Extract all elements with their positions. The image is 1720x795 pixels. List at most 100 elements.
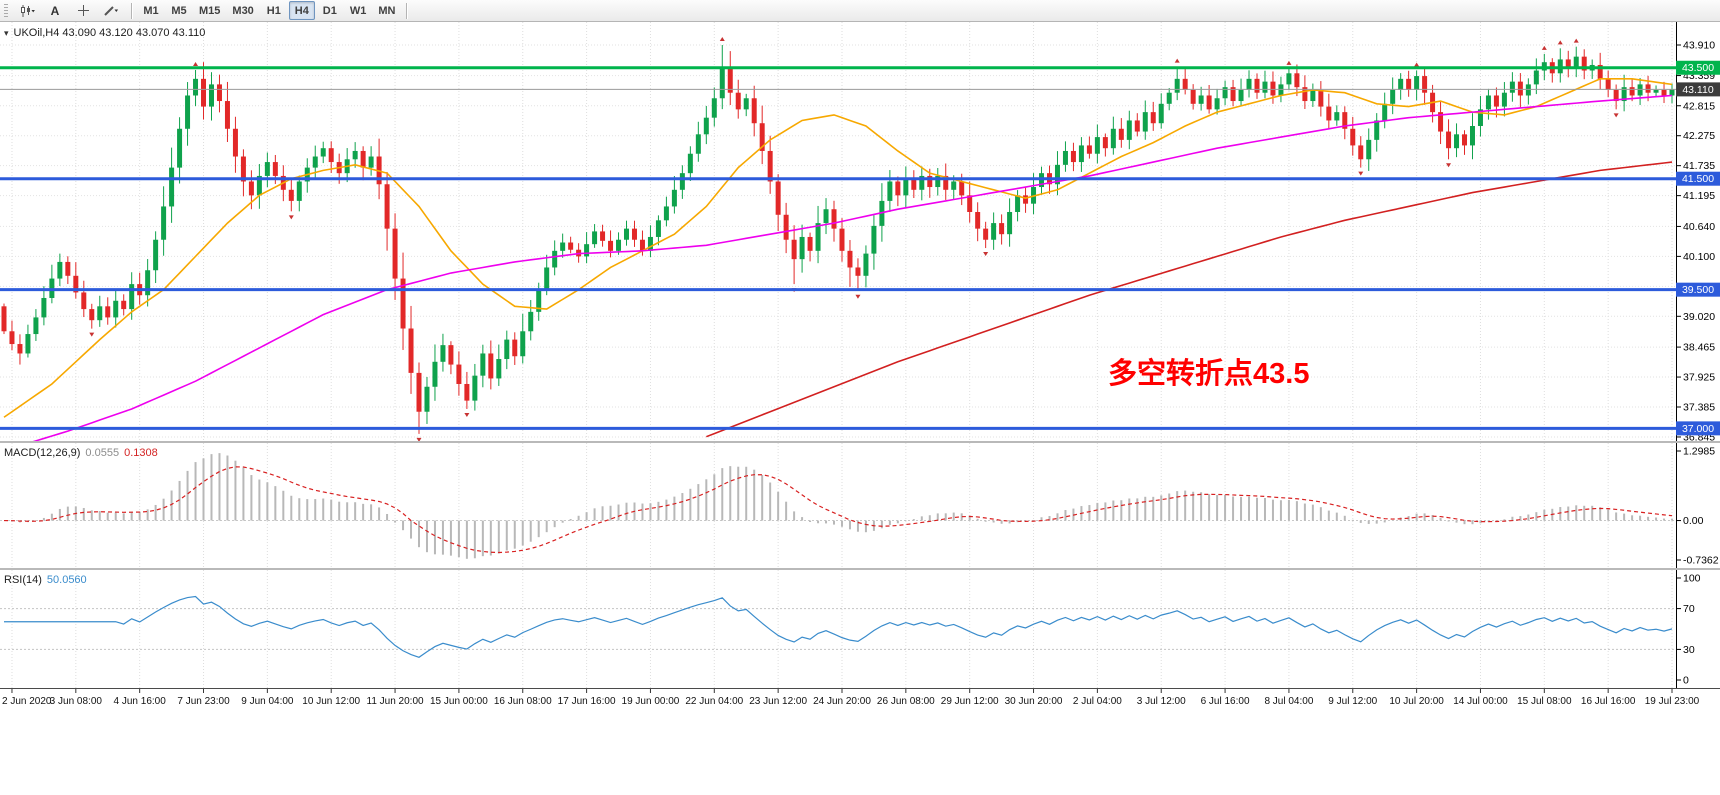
svg-text:0: 0 xyxy=(1683,675,1689,687)
timeframe-button-m5[interactable]: M5 xyxy=(171,4,187,17)
timeframe-button-d1[interactable]: D1 xyxy=(322,4,337,17)
macd-signal-value: 0.1308 xyxy=(124,447,158,459)
svg-text:-0.7362: -0.7362 xyxy=(1683,555,1719,567)
time-axis-label: 9 Jul 12:00 xyxy=(1328,696,1378,707)
macd-histogram xyxy=(10,453,1674,559)
svg-text:30: 30 xyxy=(1683,644,1695,656)
macd-main-value: 0.0555 xyxy=(85,447,120,459)
svg-text:37.000: 37.000 xyxy=(1682,423,1714,435)
svg-text:37.385: 37.385 xyxy=(1683,402,1715,414)
macd-label: MACD(12,26,9) 0.0555 0.1308 xyxy=(4,447,163,459)
rsi-value: 50.0560 xyxy=(46,574,87,586)
ma-slow-red xyxy=(706,161,1673,438)
time-axis-label: 4 Jun 16:00 xyxy=(113,696,166,707)
time-axis-label: 8 Jul 04:00 xyxy=(1264,696,1314,707)
bottom-filler xyxy=(0,712,1720,795)
time-axis-label: 24 Jun 20:00 xyxy=(813,696,871,707)
macd-name: MACD(12,26,9) xyxy=(4,447,81,459)
time-axis-label: 11 Jun 20:00 xyxy=(366,696,424,707)
horizontal-gridlines xyxy=(0,44,1676,438)
timeframe-button-h1[interactable]: H1 xyxy=(266,4,281,17)
rsi-line xyxy=(3,595,1673,658)
time-axis-label: 7 Jun 23:00 xyxy=(177,696,230,707)
main-chart-panel: 43.910 43.359 42.815 42.275 41.735 41.195 40.6… xyxy=(0,22,1720,441)
rsi-canvas[interactable]: 100 70 30 0 xyxy=(0,570,1720,688)
price-scale[interactable]: 43.91043.35942.81542.27541.73541.19540.6… xyxy=(1676,40,1715,441)
horizontal-level-lines[interactable] xyxy=(0,66,1676,430)
rsi-scale[interactable]: 100 70 30 0 xyxy=(1676,573,1701,687)
time-axis-label: 9 Jun 04:00 xyxy=(241,696,294,707)
macd-signal-line xyxy=(3,466,1673,554)
time-axis[interactable]: 2 Jun 2020 3 Jun 08:00 4 Jun 16:00 7 Jun 23… xyxy=(0,688,1720,712)
time-axis-label: 16 Jul 16:00 xyxy=(1580,696,1636,707)
chart-annotation-text[interactable]: 多空转折点43.5 xyxy=(1108,358,1310,390)
text-tool-button[interactable]: A xyxy=(50,3,60,18)
macd-canvas[interactable]: 1.2985 0.00 -0.7362 xyxy=(0,443,1720,568)
svg-text:42.815: 42.815 xyxy=(1683,100,1715,112)
ma-mid-magenta xyxy=(32,94,1673,441)
svg-text:36.845: 36.845 xyxy=(1683,431,1715,441)
timeframe-button-w1[interactable]: W1 xyxy=(349,4,367,17)
time-axis-label: 6 Jul 16:00 xyxy=(1200,696,1250,707)
tool-button-group: A xyxy=(13,1,126,20)
timeframe-button-m1[interactable]: M1 xyxy=(143,4,159,17)
toolbar-separator xyxy=(131,2,132,19)
svg-text:37.925: 37.925 xyxy=(1683,372,1715,384)
time-axis-label: 26 Jun 08:00 xyxy=(876,696,935,707)
crosshair-tool-button[interactable] xyxy=(70,1,96,20)
vertical-gridlines xyxy=(11,570,1673,688)
svg-text:43.110: 43.110 xyxy=(1682,84,1713,96)
time-axis-label: 15 Jun 00:00 xyxy=(429,696,488,707)
price-scale-badges: 43.500 41.500 39.500 37.000 43.110 xyxy=(1676,60,1720,436)
toolbar-separator xyxy=(406,2,408,19)
rsi-label: RSI(14) 50.0560 xyxy=(4,574,92,586)
time-axis-label: 14 Jul 00:00 xyxy=(1453,696,1508,707)
panel-splitter[interactable] xyxy=(0,568,1720,570)
chart-type-tool-button[interactable] xyxy=(14,1,40,20)
svg-text:39.020: 39.020 xyxy=(1683,311,1715,323)
time-axis-label: 10 Jun 12:00 xyxy=(302,696,361,707)
timeframe-button-mn[interactable]: MN xyxy=(378,4,396,17)
svg-text:70: 70 xyxy=(1683,603,1695,615)
time-axis-label: 2 Jun 2020 xyxy=(2,696,52,707)
time-axis-label: 29 Jun 12:00 xyxy=(940,696,999,707)
time-axis-label: 3 Jun 08:00 xyxy=(49,696,102,707)
main-chart-canvas[interactable]: 43.91043.35942.81542.27541.73541.19540.6… xyxy=(0,22,1720,441)
vertical-gridlines xyxy=(11,443,1673,568)
draw-tool-button[interactable] xyxy=(98,1,125,20)
rsi-panel: 100 70 30 0 RSI(14) 50.0560 xyxy=(0,570,1720,688)
toolbar-grip[interactable] xyxy=(4,3,8,18)
svg-text:43.910: 43.910 xyxy=(1683,40,1715,52)
time-axis-label: 3 Jul 12:00 xyxy=(1136,696,1186,707)
svg-text:40.100: 40.100 xyxy=(1683,251,1715,263)
one-click-trading-arrow-icon[interactable]: ▾ xyxy=(4,27,9,38)
svg-text:38.465: 38.465 xyxy=(1683,342,1715,354)
svg-text:42.275: 42.275 xyxy=(1683,130,1715,142)
svg-text:41.735: 41.735 xyxy=(1683,160,1715,172)
svg-text:41.500: 41.500 xyxy=(1682,173,1714,185)
timeframe-button-m30[interactable]: M30 xyxy=(232,4,254,17)
panel-splitter[interactable] xyxy=(0,441,1720,443)
time-axis-label: 22 Jun 04:00 xyxy=(685,696,744,707)
ma-fast-orange xyxy=(3,78,1673,418)
svg-text:0.00: 0.00 xyxy=(1683,515,1704,527)
rsi-level-lines xyxy=(0,608,1676,650)
svg-text:40.640: 40.640 xyxy=(1683,221,1715,233)
candles-layer xyxy=(1,45,1675,434)
svg-text:1.2985: 1.2985 xyxy=(1683,446,1715,458)
rsi-name: RSI(14) xyxy=(4,574,42,586)
timeframe-button-group: M1 M5 M15 M30 H1 H4 D1 W1 MN xyxy=(137,1,401,20)
time-axis-label: 30 Jun 20:00 xyxy=(1004,696,1063,707)
chart-symbol-title: ▾ UKOil,H4 43.090 43.120 43.070 43.110 xyxy=(4,27,205,39)
time-axis-label: 10 Jul 20:00 xyxy=(1389,696,1444,707)
macd-scale[interactable]: 1.2985 0.00 -0.7362 xyxy=(1676,446,1719,567)
time-axis-label: 19 Jun 00:00 xyxy=(621,696,680,707)
svg-text:100: 100 xyxy=(1683,573,1701,585)
symbol-ohlc-text: UKOil,H4 43.090 43.120 43.070 43.110 xyxy=(13,27,206,39)
macd-panel: 1.2985 0.00 -0.7362 MACD(12,26,9) 0.0555 0.1… xyxy=(0,443,1720,568)
moving-average-lines xyxy=(3,78,1673,441)
timeframe-button-h4[interactable]: H4 xyxy=(288,1,315,20)
time-axis-label: 17 Jun 16:00 xyxy=(557,696,616,707)
timeframe-button-m15[interactable]: M15 xyxy=(199,4,221,17)
time-axis-label: 15 Jul 08:00 xyxy=(1517,696,1572,707)
